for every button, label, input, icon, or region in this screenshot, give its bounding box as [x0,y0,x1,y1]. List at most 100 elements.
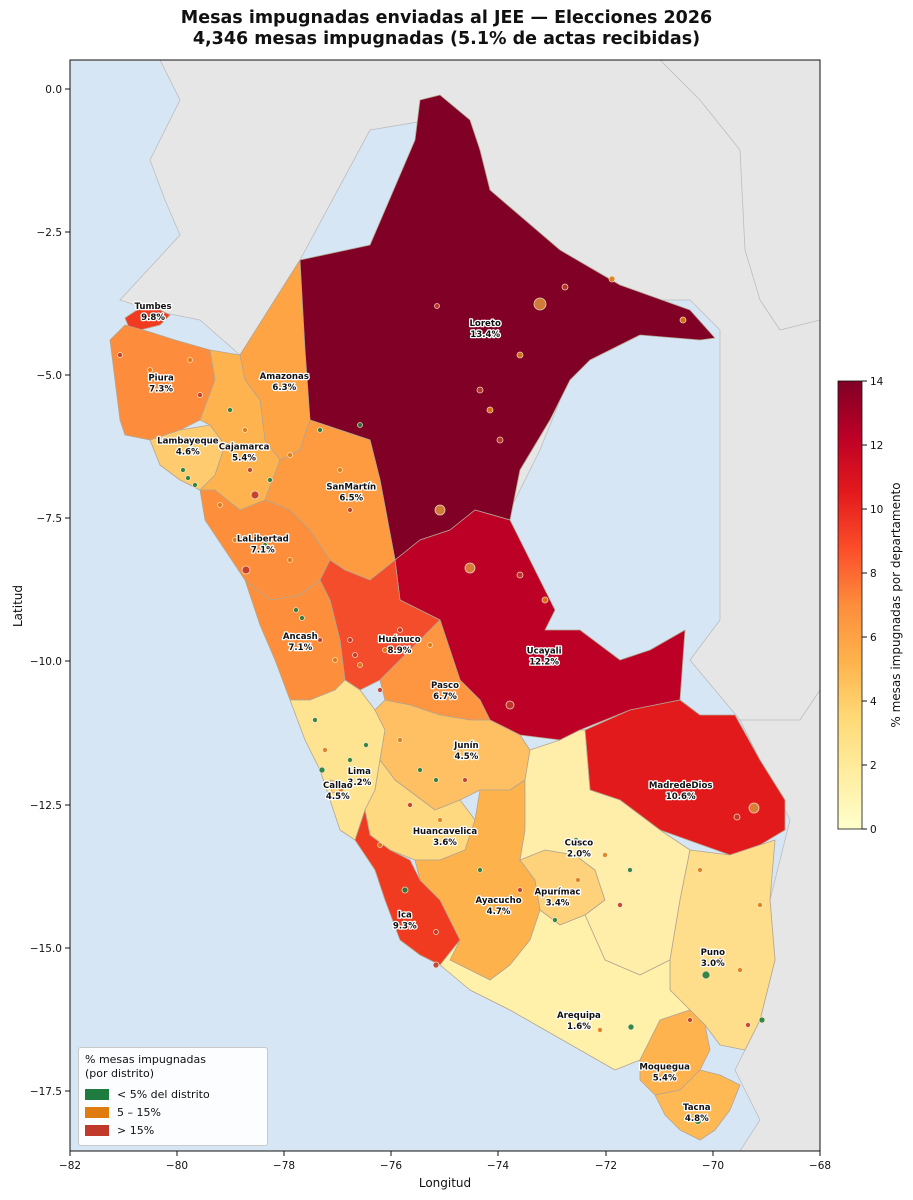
district-point [262,542,268,548]
dept-pct-label: 2.0% [567,850,591,860]
colorbar-tick-label: 6 [870,632,877,644]
district-point [117,352,123,358]
colorbar [837,380,863,830]
district-point [241,565,251,575]
dept-name-label: LaLibertad [237,534,289,544]
district-point [197,392,203,398]
legend-label: > 15% [117,1123,155,1137]
district-point [701,970,711,980]
dept-name-label: Ayacucho [476,896,522,906]
dept-pct-label: 7.3% [149,385,173,395]
dept-name-label: Huancavelica [413,827,478,837]
district-point [552,917,558,923]
district-point [433,777,439,783]
dept-name-label: Junín [453,741,479,751]
district-point [717,957,723,963]
legend-swatch-orange [85,1106,109,1118]
district-point [317,637,323,643]
district-point [486,406,494,414]
y-tick-label: −2.5 [37,227,63,239]
dept-pct-label: 3.2% [347,778,371,788]
dept-name-label: Piura [148,374,174,384]
dept-name-label: Lambayeque [157,437,219,447]
district-point [561,283,569,291]
dept-name-label: Loreto [469,319,501,329]
district-point [432,961,440,969]
y-tick-label: −7.5 [37,513,63,525]
dept-pct-label: 4.5% [455,752,479,762]
district-point [694,1117,702,1125]
y-tick-label: −10.0 [30,656,62,668]
district-point [232,537,238,543]
country-border-line [659,60,820,331]
district-point [757,902,763,908]
dept-name-label: Tumbes [134,302,171,312]
district-point [679,316,687,324]
dept-pct-label: 6.5% [339,494,363,504]
district-point [697,867,703,873]
colorbar-tick-label: 10 [870,504,883,516]
district-point [434,303,440,309]
district-point [187,357,193,363]
chart-title: Mesas impugnadas enviadas al JEE — Elecc… [0,8,893,50]
dept-name-label: Apurímac [535,887,581,897]
colorbar-tick-label: 4 [870,696,877,708]
dept-name-label: Ucayali [527,646,562,656]
district-point [505,700,515,710]
y-tick-label: −15.0 [30,943,62,955]
district-point [679,793,687,801]
x-tick-label: −72 [595,1160,617,1172]
district-point [687,1017,693,1023]
dept-name-label: Amazonas [260,372,309,382]
district-point [357,422,363,428]
colorbar-label: % mesas impugnadas por departamento [889,482,903,727]
district-point [573,837,579,843]
dept-pct-label: 7.1% [288,643,312,653]
district-point [180,467,186,473]
dept-name-label: Callao [323,781,353,791]
district-point [312,717,318,723]
dept-pct-label: 13.4% [470,330,500,340]
y-tick-label: −12.5 [30,800,62,812]
dept-pct-label: 3.6% [433,838,457,848]
dept-name-label: Arequipa [557,1011,601,1021]
district-point [267,477,273,483]
district-point [541,596,549,604]
dept-pct-label: 9.3% [393,921,417,931]
colorbar-tick-label: 2 [870,760,877,772]
dept-pct-label: 3.4% [546,898,570,908]
district-point [748,802,760,814]
district-point [293,607,299,613]
district-point [192,482,198,488]
district-point [437,817,443,823]
district-point [382,647,388,653]
dept-pct-label: 4.7% [487,907,511,917]
district-point [337,467,343,473]
district-point [287,452,293,458]
district-point [347,757,353,763]
legend-swatch-red [85,1124,109,1136]
x-tick-label: −82 [59,1160,81,1172]
dept-name-label: Tacna [683,1103,711,1113]
y-tick-label: −17.5 [30,1086,62,1098]
district-point [352,652,358,658]
district-point [242,427,248,433]
dept-name-label: Cusco [565,839,594,849]
legend-item: > 15% [85,1121,261,1139]
dept-pct-label: 9.8% [141,313,165,323]
dept-pct-label: 1.6% [567,1022,591,1032]
district-point [250,490,260,500]
dept-pct-label: 4.6% [176,448,200,458]
colorbar-tick-label: 8 [870,568,877,580]
district-point [476,386,484,394]
legend-swatch-green [85,1088,109,1100]
district-point [497,897,503,903]
x-ticks [69,1151,821,1156]
district-point [417,767,423,773]
y-tick-label: −5.0 [37,370,63,382]
x-tick-label: −70 [702,1160,724,1172]
district-point [733,813,741,821]
district-point [657,1077,663,1083]
x-tick-label: −68 [809,1160,831,1172]
